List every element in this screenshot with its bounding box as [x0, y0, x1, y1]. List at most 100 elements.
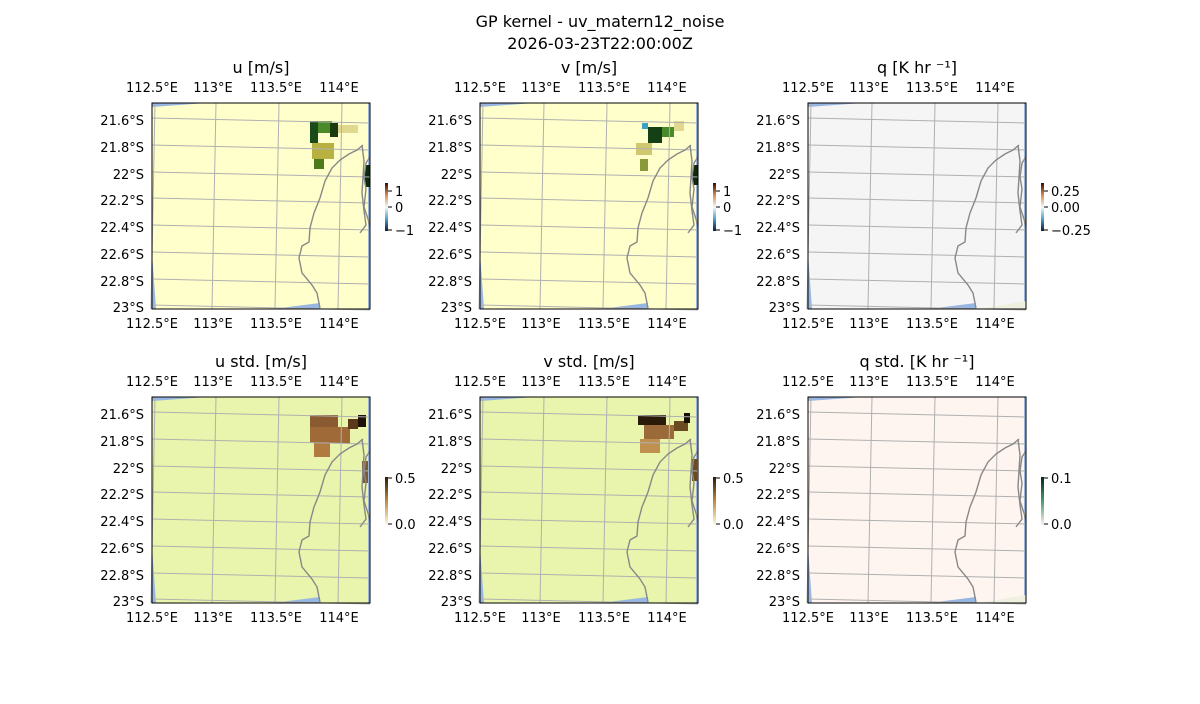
ytick-label: 22.2°S — [756, 488, 800, 503]
colorbar-tick-label: 0.0 — [1051, 518, 1072, 533]
coastline — [687, 144, 695, 234]
xtick-label-bottom: 113°E — [193, 317, 233, 332]
parallel-gridline — [151, 197, 371, 204]
parallel-gridline — [479, 251, 699, 258]
ytick-label: 21.6°S — [756, 114, 800, 129]
colorbar-scale — [1041, 477, 1044, 525]
parallel-gridline — [807, 197, 1027, 204]
xtick-label-top: 112.5°E — [126, 375, 178, 390]
colorbar-scale — [713, 183, 716, 231]
panel-title: u std. [m/s] — [215, 352, 307, 371]
ytick-label: 22.6°S — [100, 542, 144, 557]
coastline — [954, 438, 1020, 603]
meridian-gridline — [930, 102, 936, 310]
parallel-gridline — [807, 117, 1027, 124]
parallel-gridline — [151, 465, 371, 472]
xtick-label-bottom: 113°E — [521, 611, 561, 626]
ytick-label: 22°S — [769, 462, 800, 477]
xtick-label-top: 113°E — [521, 81, 561, 96]
panel-title: v [m/s] — [561, 58, 617, 77]
xtick-label-bottom: 114°E — [975, 611, 1015, 626]
colorbar-tick-label: 0.0 — [395, 518, 416, 533]
colorbar-tick-label: −0.25 — [1051, 224, 1091, 239]
ytick-label: 22.8°S — [428, 569, 472, 584]
xtick-label-top: 113.5°E — [906, 81, 958, 96]
parallel-gridline — [807, 251, 1027, 258]
map-panel-u: u [m/s] 112.5°E 112.5°E 113°E 113°E 113.5°E 11… — [100, 58, 371, 332]
colorbar-tick-label: 0.00 — [1051, 201, 1080, 216]
meridian-gridline — [602, 396, 608, 604]
meridian-gridline — [539, 102, 545, 310]
field-cell — [358, 415, 366, 427]
parallel-gridline — [479, 518, 699, 525]
figure-title: GP kernel - uv_matern12_noise — [475, 12, 725, 31]
xtick-label-bottom: 113°E — [193, 611, 233, 626]
meridian-gridline — [211, 102, 217, 310]
axes-frame — [151, 102, 371, 310]
parallel-gridline — [479, 171, 699, 178]
field-cell — [310, 121, 318, 143]
field-cell — [314, 159, 324, 169]
xtick-label-bottom: 113.5°E — [250, 611, 302, 626]
coastline — [626, 144, 692, 309]
ytick-label: 22.2°S — [100, 194, 144, 209]
ocean-region — [808, 103, 863, 107]
colorbar-tick-label: 0 — [395, 201, 403, 216]
coastline — [363, 450, 371, 522]
xtick-label-bottom: 113.5°E — [906, 317, 958, 332]
panel-title: q [K hr ⁻¹] — [877, 58, 957, 77]
ytick-label: 22.4°S — [756, 515, 800, 530]
ytick-label: 21.6°S — [428, 408, 472, 423]
map-panel-q: q [K hr ⁻¹] 112.5°E 112.5°E 113°E 113°E 113.5… — [756, 58, 1027, 332]
ocean-region — [696, 103, 698, 309]
xtick-label-top: 112.5°E — [454, 375, 506, 390]
parallel-gridline — [479, 438, 699, 445]
ocean-region — [928, 303, 976, 309]
colorbar-tick-label: 0.1 — [1051, 472, 1072, 487]
axes-frame — [479, 102, 699, 310]
colorbar-q: 0.250.00 −0.25 — [1041, 183, 1091, 239]
coastline — [687, 438, 695, 528]
ytick-label: 22.8°S — [428, 275, 472, 290]
colorbar-scale — [1041, 183, 1044, 231]
xtick-label-top: 113.5°E — [250, 375, 302, 390]
xtick-label-top: 113°E — [193, 81, 233, 96]
coastline — [1019, 156, 1027, 228]
xtick-label-top: 112.5°E — [782, 81, 834, 96]
parallel-gridline — [807, 278, 1027, 285]
coastline — [691, 156, 699, 228]
map-panel-v_std: v std. [m/s] 112.5°E 112.5°E 113°E 113°E 113.… — [428, 352, 699, 626]
ytick-label: 22.6°S — [428, 248, 472, 263]
ytick-label: 22.2°S — [428, 488, 472, 503]
parallel-gridline — [807, 465, 1027, 472]
ytick-label: 22.2°S — [100, 488, 144, 503]
ytick-label: 21.6°S — [756, 408, 800, 423]
parallel-gridline — [151, 491, 371, 498]
figure-timestamp: 2026-03-23T22:00:00Z — [507, 34, 693, 53]
ytick-label: 22.4°S — [756, 221, 800, 236]
colorbar-tick-label: 0.5 — [723, 472, 744, 487]
xtick-label-bottom: 113°E — [849, 317, 889, 332]
coastline — [298, 144, 364, 309]
ocean-region — [152, 253, 156, 309]
meridian-gridline — [665, 396, 671, 604]
panel-title: q std. [K hr ⁻¹] — [860, 352, 975, 371]
xtick-label-bottom: 113.5°E — [906, 611, 958, 626]
parallel-gridline — [151, 278, 371, 285]
colorbar-v: 10 −1 — [713, 183, 742, 239]
ytick-label: 23°S — [113, 301, 144, 316]
parallel-gridline — [151, 438, 371, 445]
ocean-region — [272, 303, 320, 309]
colorbar-tick-label: 1 — [723, 185, 731, 200]
ytick-label: 23°S — [769, 301, 800, 316]
ocean-region — [152, 397, 207, 401]
xtick-label-top: 112.5°E — [126, 81, 178, 96]
xtick-label-bottom: 112.5°E — [782, 317, 834, 332]
meridian-gridline — [602, 102, 608, 310]
meridian-gridline — [337, 396, 343, 604]
ytick-label: 22.8°S — [756, 275, 800, 290]
ytick-label: 22°S — [441, 462, 472, 477]
ytick-label: 23°S — [441, 595, 472, 610]
xtick-label-top: 114°E — [319, 81, 359, 96]
xtick-label-top: 114°E — [319, 375, 359, 390]
